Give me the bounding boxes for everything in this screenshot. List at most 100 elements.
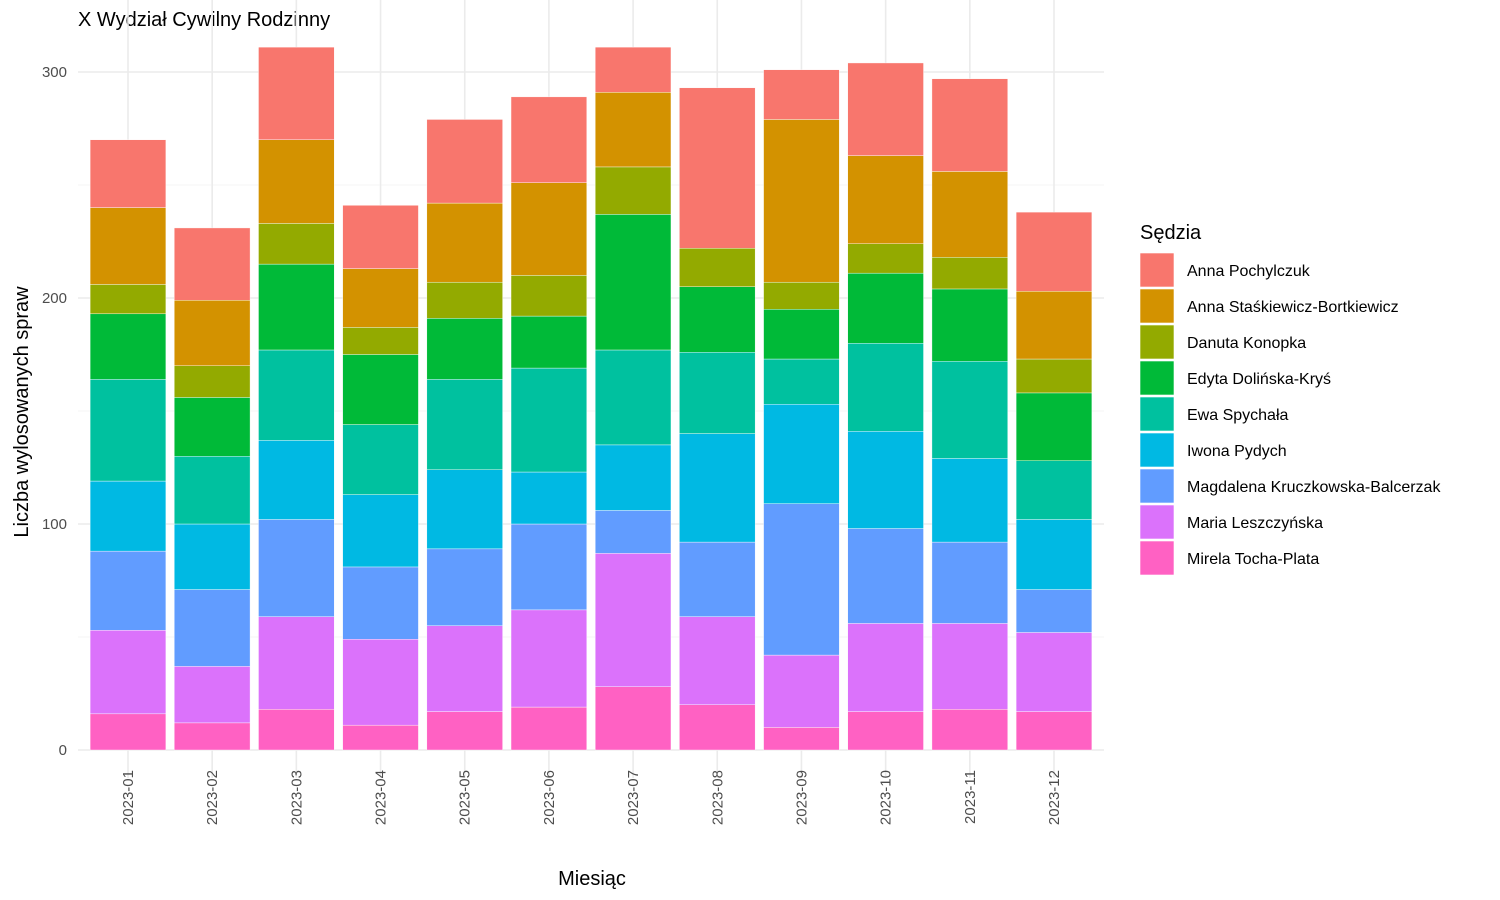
y-tick-label: 200 xyxy=(42,290,67,307)
bars-layer xyxy=(89,46,1093,751)
y-tick-label: 100 xyxy=(42,516,67,533)
x-tick-label: 2023-12 xyxy=(1046,770,1063,825)
bar-segment xyxy=(510,182,587,276)
bar-segment xyxy=(931,361,1008,459)
x-tick-label: 2023-05 xyxy=(457,770,474,825)
bar-segment xyxy=(679,352,756,434)
bar-segment xyxy=(426,318,503,380)
bar-segment xyxy=(174,456,251,525)
legend-key xyxy=(1139,432,1175,468)
bar-segment xyxy=(1015,711,1093,751)
bar-segment xyxy=(1015,589,1093,633)
legend-label: Edyta Dolińska-Kryś xyxy=(1187,371,1331,388)
x-tick-label: 2023-04 xyxy=(373,770,390,825)
bar-segment xyxy=(89,550,167,631)
bar-segment xyxy=(426,202,503,283)
bar-segment xyxy=(847,623,924,712)
bar-segment xyxy=(426,711,503,751)
x-tick-label: 2023-11 xyxy=(962,770,979,824)
bar-segment xyxy=(174,722,251,751)
bar-segment xyxy=(931,288,1008,362)
bar-segment xyxy=(342,639,419,726)
bar-segment xyxy=(847,343,924,432)
legend-label: Ewa Spychała xyxy=(1187,407,1288,424)
bar-segment xyxy=(847,62,924,156)
bar-segment xyxy=(342,566,419,640)
bar-segment xyxy=(763,503,840,656)
legend-key xyxy=(1139,468,1175,504)
bar-segment xyxy=(1015,358,1093,394)
bar-segment xyxy=(1015,291,1093,360)
bar-segment xyxy=(426,379,503,470)
bar-segment xyxy=(258,263,335,351)
bar-segment xyxy=(1015,519,1093,590)
bar-segment xyxy=(763,309,840,360)
bar-segment xyxy=(89,284,167,315)
bar-segment xyxy=(258,223,335,265)
bar-segment xyxy=(426,281,503,319)
bar-segment xyxy=(174,397,251,457)
bar-segment xyxy=(595,349,672,446)
bar-segment xyxy=(89,207,167,285)
bar-segment xyxy=(89,139,167,208)
legend-key xyxy=(1139,540,1175,576)
bar-segment xyxy=(931,541,1008,624)
bar-segment xyxy=(342,354,419,425)
legend-label: Danuta Konopka xyxy=(1187,335,1306,352)
bar-segment xyxy=(847,528,924,624)
bar-segment xyxy=(595,46,672,93)
bar-segment xyxy=(510,609,587,708)
bar-segment xyxy=(342,424,419,495)
bar-segment xyxy=(89,630,167,715)
bar-segment xyxy=(763,727,840,751)
bar-segment xyxy=(763,654,840,728)
bar-segment xyxy=(258,616,335,710)
bar-segment xyxy=(847,272,924,344)
bar-segment xyxy=(679,616,756,705)
x-tick-label: 2023-02 xyxy=(204,770,221,825)
bar-segment xyxy=(1015,392,1093,461)
bar-segment xyxy=(510,96,587,183)
bar-segment xyxy=(510,315,587,369)
legend-label: Anna Pochylczuk xyxy=(1187,263,1311,280)
bar-segment xyxy=(595,686,672,751)
bar-segment xyxy=(510,367,587,473)
legend-key xyxy=(1139,324,1175,360)
bar-segment xyxy=(89,313,167,380)
bar-segment xyxy=(174,523,251,590)
bar-segment xyxy=(258,349,335,441)
bar-segment xyxy=(342,327,419,355)
bar-segment xyxy=(342,494,419,568)
bar-segment xyxy=(258,709,335,751)
x-tick-label: 2023-07 xyxy=(625,770,642,825)
legend-key xyxy=(1139,288,1175,324)
bar-segment xyxy=(426,548,503,626)
bar-segment xyxy=(426,625,503,712)
bar-segment xyxy=(763,358,840,405)
bar-segment xyxy=(342,205,419,269)
bar-segment xyxy=(595,214,672,351)
x-axis-title: Miesiąc xyxy=(558,868,626,890)
bar-segment xyxy=(510,275,587,317)
x-tick-label: 2023-03 xyxy=(288,770,305,825)
bar-segment xyxy=(679,704,756,751)
bar-segment xyxy=(847,243,924,274)
legend-title: Sędzia xyxy=(1140,222,1202,244)
bar-segment xyxy=(258,440,335,520)
bar-segment xyxy=(679,541,756,617)
bar-segment xyxy=(595,510,672,554)
y-axis-title: Liczba wylosowanych spraw xyxy=(11,286,33,538)
bar-segment xyxy=(931,78,1008,172)
bar-segment xyxy=(342,724,419,751)
bar-segment xyxy=(1015,211,1093,292)
x-tick-label: 2023-06 xyxy=(541,770,558,825)
legend-label: Maria Leszczyńska xyxy=(1187,515,1323,532)
bar-segment xyxy=(595,166,672,215)
y-tick-label: 300 xyxy=(42,64,67,81)
bar-segment xyxy=(174,227,251,301)
bar-segment xyxy=(342,268,419,328)
legend-label: Mirela Tocha-Plata xyxy=(1187,551,1319,568)
legend-key xyxy=(1139,396,1175,432)
bar-segment xyxy=(258,139,335,224)
bar-segment xyxy=(89,480,167,552)
